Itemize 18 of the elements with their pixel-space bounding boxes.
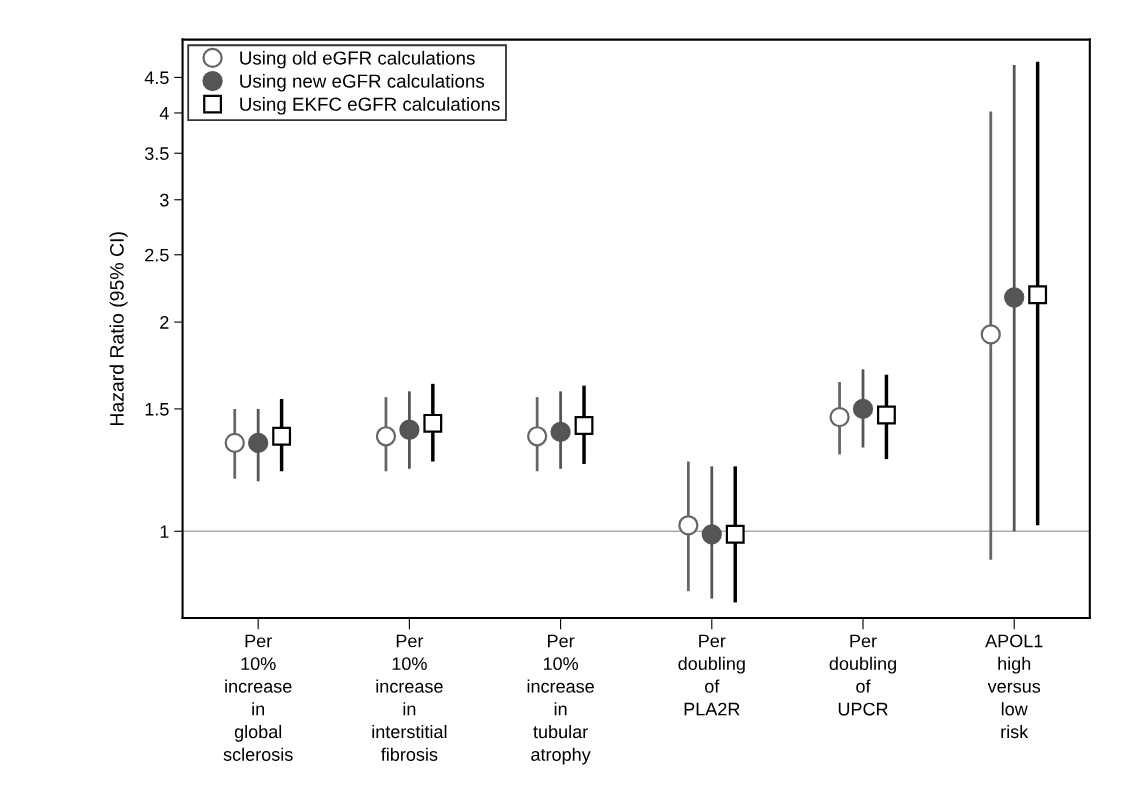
y-tick-label: 2.5 — [145, 248, 169, 262]
legend-label: Using old eGFR calculations — [240, 50, 475, 69]
x-tick-label: Per 10% increase in tubular atrophy — [527, 634, 594, 765]
y-tick-label: 3 — [160, 193, 169, 207]
legend-label: Using EKFC eGFR calculations — [240, 97, 500, 115]
x-tick-label: Per doubling of UPCR — [829, 634, 896, 716]
y-axis-title: Hazard Ratio (95% CI) — [109, 232, 128, 426]
y-tick-label: 1 — [160, 525, 169, 538]
y-tick-label: 1.5 — [145, 403, 169, 416]
x-tick-label: APOL1 high versus low risk — [985, 634, 1043, 739]
x-tick-label: Per 10% increase in global sclerosis — [223, 634, 293, 761]
y-tick-label: 4 — [159, 107, 169, 120]
y-tick-label: 4.5 — [144, 71, 169, 85]
x-tick-label: Per 10% increase in interstitial fibrosis — [372, 634, 447, 761]
y-tick-label: 3.5 — [144, 147, 169, 160]
y-tick-label: 2 — [160, 316, 169, 329]
legend-label: Using new eGFR calculations — [240, 73, 485, 92]
x-tick-label: Per doubling of PLA2R — [678, 634, 745, 716]
